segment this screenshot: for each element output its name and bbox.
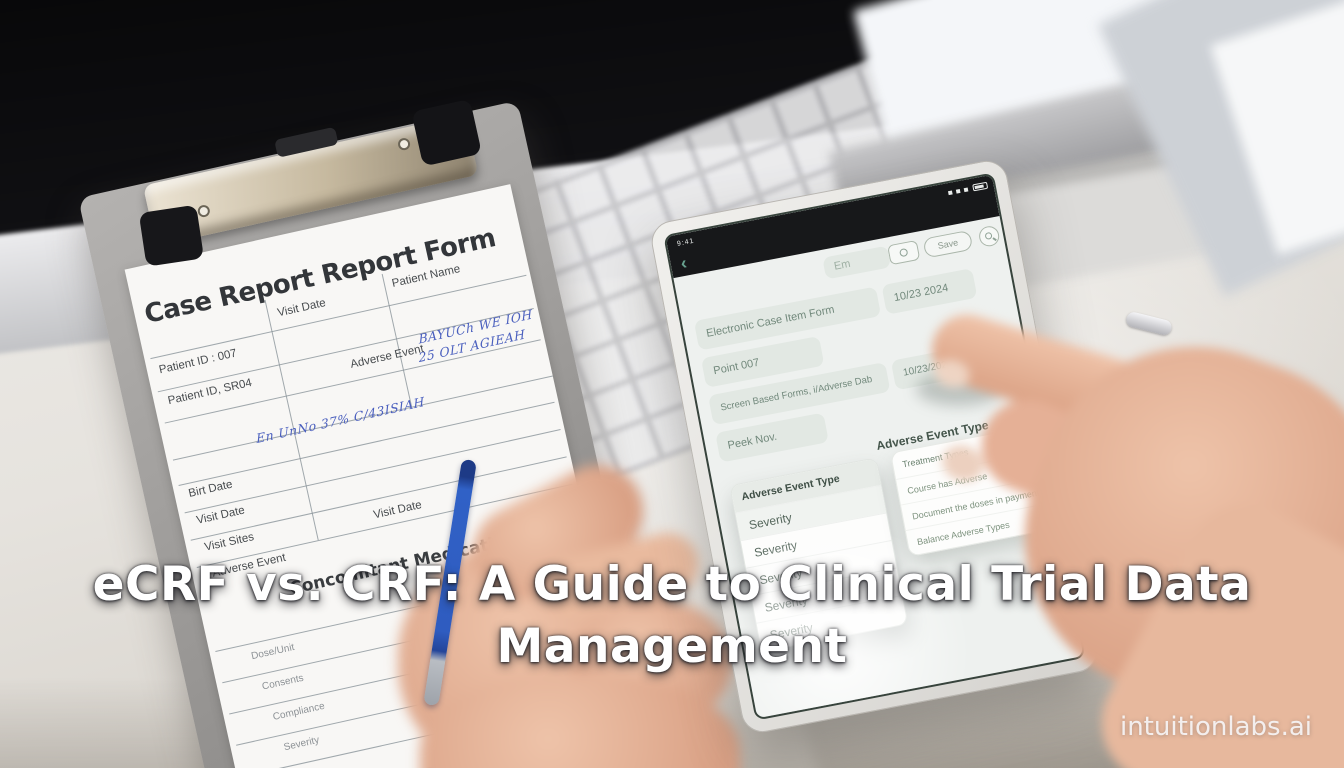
clip-cap-left (138, 204, 205, 267)
form-row-patient-id: Patient ID : 007 (157, 347, 238, 377)
record-icon (899, 247, 909, 258)
sub-row-label: Severity (282, 734, 321, 754)
icon-button[interactable] (887, 239, 921, 266)
chevron-left-icon[interactable]: ‹ (678, 252, 689, 274)
save-button[interactable]: Save (922, 229, 974, 259)
handwriting-note: En UnNo 37% C/43ISIAH (255, 393, 426, 447)
left-hand-wrist (420, 676, 740, 768)
battery-icon (972, 181, 989, 192)
sub-row-label: Compliance (271, 700, 326, 723)
search-button[interactable] (977, 224, 1001, 248)
column-header-visit-date: Visit Date (276, 297, 327, 320)
sub-row-label: Dose/Unit (250, 641, 296, 663)
status-icons (963, 187, 969, 193)
watermark: intuitionlabs.ai (1119, 712, 1312, 742)
sub-row-label: Consents (261, 672, 305, 693)
ring (1124, 310, 1174, 337)
form-row-patient-id2: Patient ID, SR04 (166, 376, 254, 408)
status-time: 9:41 (676, 237, 696, 248)
magnifier-icon (984, 231, 993, 240)
date-field[interactable]: 10/23 2024 (881, 268, 978, 315)
